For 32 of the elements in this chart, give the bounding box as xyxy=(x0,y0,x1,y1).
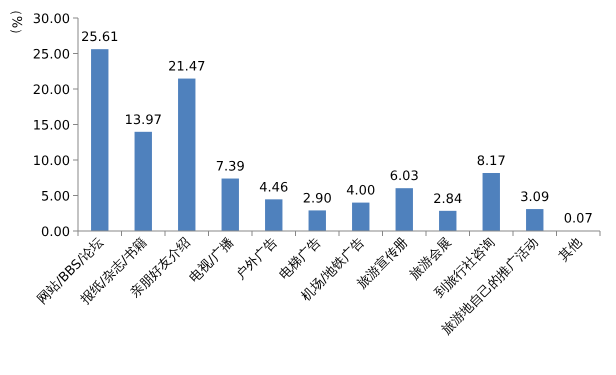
bar xyxy=(134,132,152,231)
bar xyxy=(396,188,413,231)
data-label: 2.84 xyxy=(433,192,462,207)
y-tick-label: 10.00 xyxy=(32,154,70,169)
data-label: 25.61 xyxy=(81,30,118,46)
bar xyxy=(352,202,370,231)
data-label: 4.46 xyxy=(259,180,288,196)
bar xyxy=(439,210,456,231)
bar xyxy=(178,78,196,231)
y-tick-label: 15.00 xyxy=(32,118,70,134)
y-tick-label: 30.00 xyxy=(32,12,70,27)
data-label: 4.00 xyxy=(346,184,376,199)
data-label: 2.90 xyxy=(302,191,332,206)
data-label: 7.39 xyxy=(216,160,245,175)
bar xyxy=(91,49,108,231)
y-axis-title: （%） xyxy=(8,2,24,42)
data-label: 6.03 xyxy=(390,169,419,184)
bar xyxy=(222,178,239,231)
y-tick-label: 25.00 xyxy=(32,48,70,62)
bar xyxy=(308,210,326,231)
y-tick-label: 0.00 xyxy=(41,225,70,240)
data-label: 3.09 xyxy=(520,190,550,206)
bar xyxy=(526,209,544,231)
data-label: 0.07 xyxy=(564,212,593,227)
y-tick-label: 5.00 xyxy=(41,190,70,204)
y-tick-label: 20.00 xyxy=(32,83,70,98)
data-label: 13.97 xyxy=(124,112,162,128)
data-label: 21.47 xyxy=(168,60,206,75)
bar xyxy=(265,199,282,231)
x-tick-label: 其他 xyxy=(556,235,586,264)
bar xyxy=(482,172,500,231)
data-label: 8.17 xyxy=(476,154,506,169)
